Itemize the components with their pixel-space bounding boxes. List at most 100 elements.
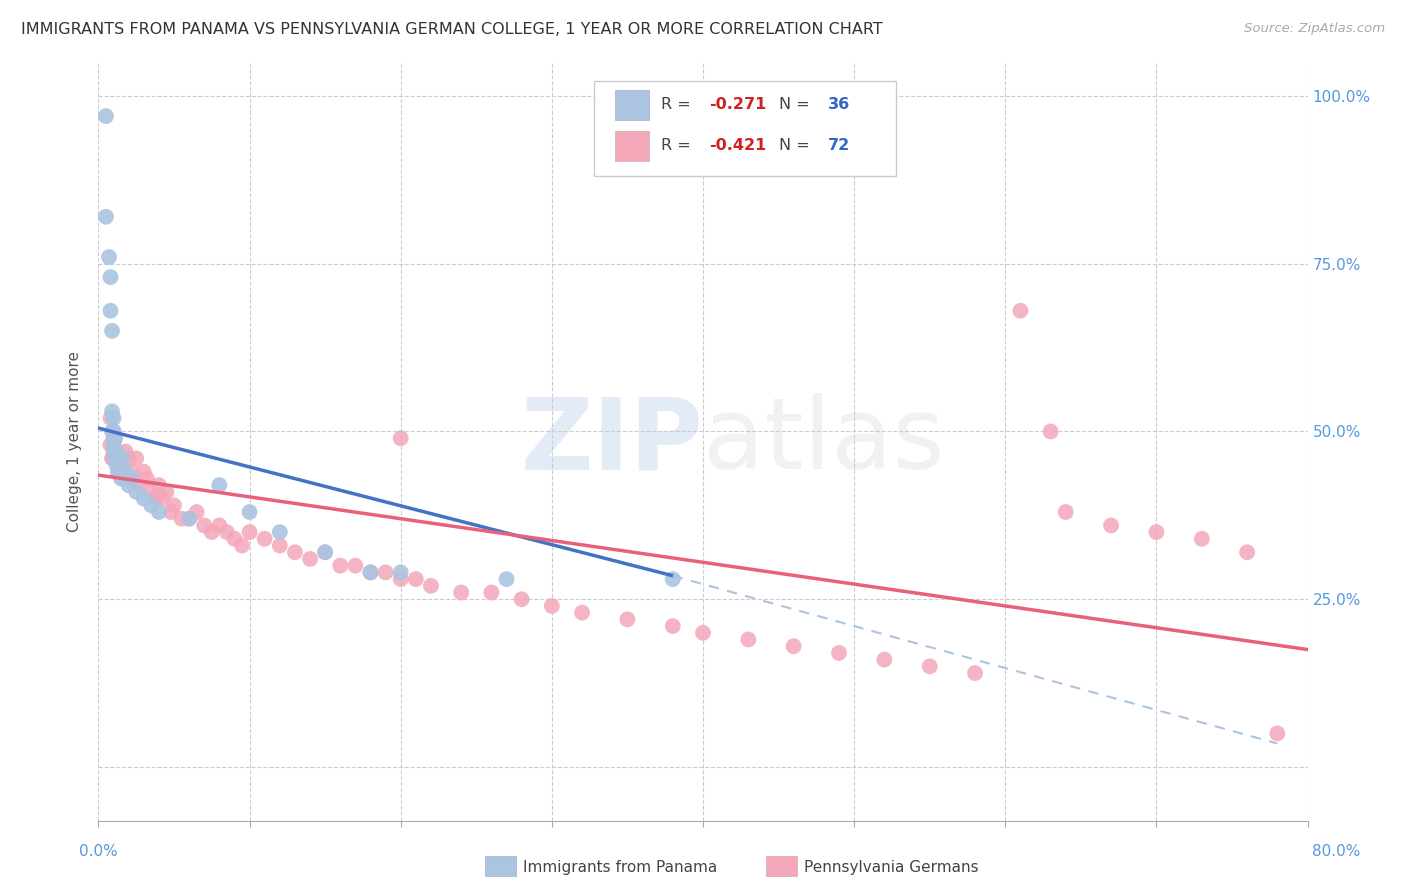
Point (314, 545, 336, 559)
Point (125, 484, 148, 499)
Point (1054, 505, 1077, 519)
Point (104, 451, 127, 466)
Point (540, 599, 562, 613)
Point (299, 552, 322, 566)
Text: -0.421: -0.421 (709, 138, 766, 153)
Point (360, 566, 382, 580)
Point (105, 458, 128, 472)
FancyBboxPatch shape (614, 131, 648, 161)
Point (141, 498, 163, 512)
Point (110, 465, 132, 479)
Point (1191, 532, 1213, 546)
Point (110, 471, 132, 485)
FancyBboxPatch shape (595, 81, 897, 177)
Text: R =: R = (661, 97, 696, 112)
Point (132, 491, 155, 506)
Point (103, 425, 125, 439)
Point (114, 444, 136, 458)
Point (253, 532, 276, 546)
Point (103, 431, 125, 445)
Text: 72: 72 (828, 138, 849, 153)
Point (100, 438, 122, 452)
Point (122, 471, 145, 485)
Point (100, 411, 122, 425)
FancyBboxPatch shape (614, 90, 648, 120)
Point (105, 444, 128, 458)
Point (186, 505, 208, 519)
Point (208, 478, 231, 492)
Point (104, 431, 127, 445)
Point (94, 210, 117, 224)
Point (118, 451, 141, 466)
Point (389, 572, 412, 586)
Point (783, 639, 806, 653)
Text: Source: ZipAtlas.com: Source: ZipAtlas.com (1244, 22, 1385, 36)
Point (231, 539, 253, 553)
Point (918, 659, 941, 673)
Y-axis label: College, 1 year or more: College, 1 year or more (67, 351, 83, 532)
Point (1236, 545, 1258, 559)
Point (239, 525, 262, 540)
Text: N =: N = (779, 138, 815, 153)
Point (329, 558, 352, 573)
Point (360, 566, 382, 580)
Point (284, 545, 307, 559)
Point (111, 471, 134, 485)
Point (344, 558, 367, 573)
Point (661, 619, 683, 633)
Text: atlas: atlas (703, 393, 945, 490)
Point (155, 484, 177, 499)
Point (571, 606, 593, 620)
Point (1099, 518, 1122, 533)
Point (692, 625, 714, 640)
Point (965, 666, 987, 681)
Point (495, 572, 517, 586)
Point (616, 612, 638, 626)
Text: ZIP: ZIP (520, 393, 703, 490)
Point (405, 572, 427, 586)
Point (510, 592, 533, 607)
Point (141, 484, 163, 499)
Point (94, 109, 117, 123)
Point (269, 539, 291, 553)
Point (201, 525, 224, 540)
Point (224, 532, 246, 546)
Text: 80.0%: 80.0% (1312, 845, 1360, 859)
Point (103, 451, 125, 466)
Point (1010, 303, 1032, 318)
Point (125, 451, 148, 466)
Point (108, 451, 131, 466)
Text: Immigrants from Panama: Immigrants from Panama (523, 860, 717, 874)
Point (101, 425, 124, 439)
Text: Pennsylvania Germans: Pennsylvania Germans (804, 860, 979, 874)
Point (661, 572, 683, 586)
Point (107, 465, 129, 479)
Point (107, 465, 129, 479)
Point (481, 585, 503, 599)
Point (148, 505, 170, 519)
Point (103, 444, 125, 458)
Point (420, 579, 443, 593)
Text: 36: 36 (828, 97, 849, 112)
Point (105, 444, 128, 458)
Point (737, 632, 759, 647)
Point (121, 465, 143, 479)
Point (215, 525, 238, 540)
Point (118, 478, 141, 492)
Text: R =: R = (661, 138, 696, 153)
Point (163, 498, 186, 512)
Text: N =: N = (779, 97, 815, 112)
Point (145, 491, 167, 506)
Point (1267, 726, 1289, 740)
Point (170, 512, 193, 526)
Point (179, 512, 201, 526)
Point (103, 411, 125, 425)
Point (128, 478, 150, 492)
Point (100, 303, 122, 318)
Point (269, 525, 291, 540)
Point (314, 545, 336, 559)
Point (114, 471, 136, 485)
Point (160, 505, 183, 519)
Point (132, 465, 155, 479)
Point (101, 324, 124, 338)
